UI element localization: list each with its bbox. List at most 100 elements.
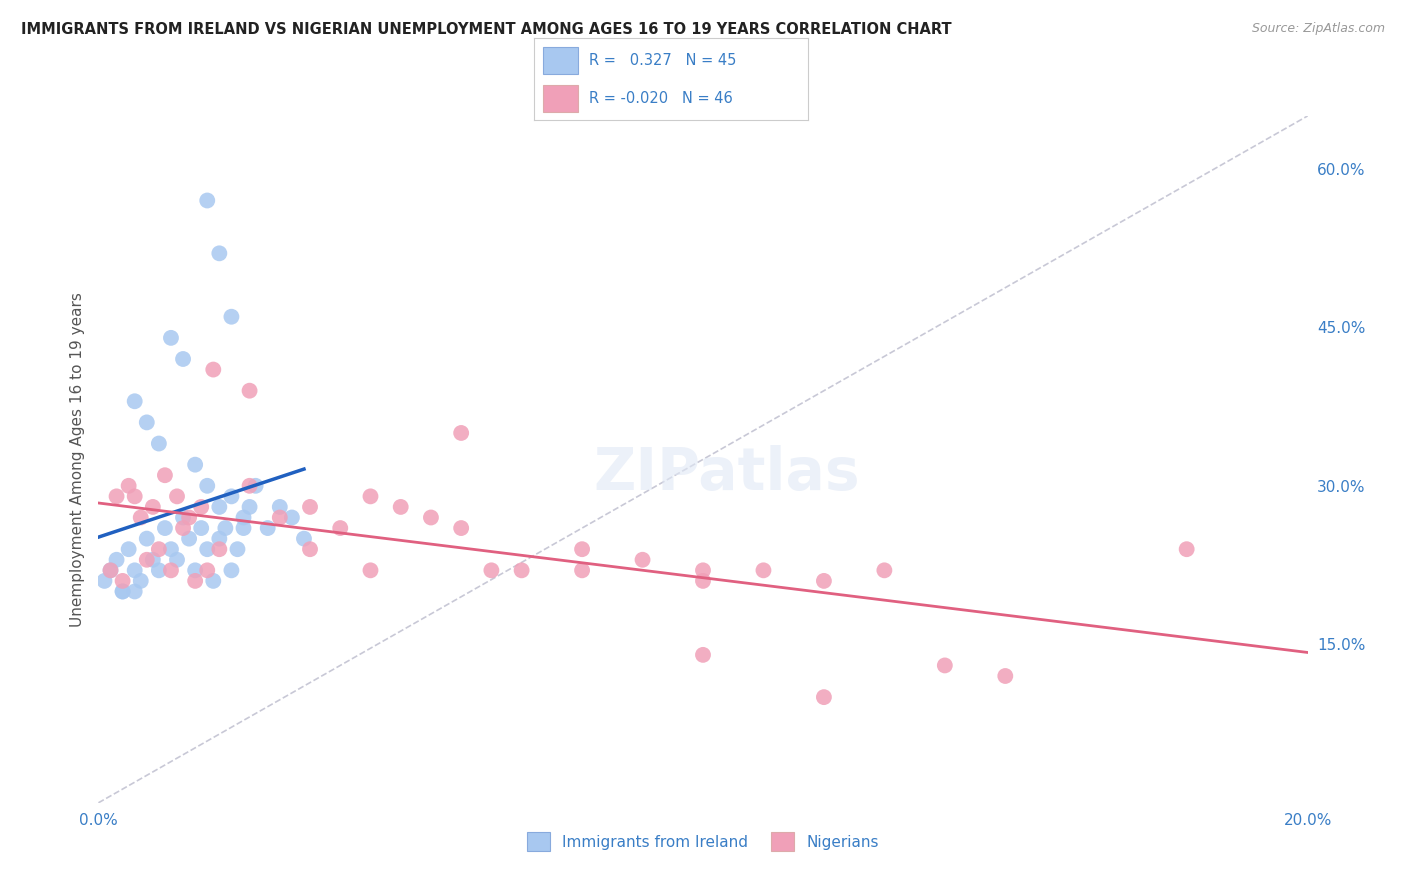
- Point: [269, 500, 291, 514]
- Point: [450, 425, 472, 440]
- Point: [129, 574, 152, 588]
- Point: [153, 521, 176, 535]
- Point: [226, 542, 249, 557]
- Point: [100, 563, 122, 577]
- Point: [873, 563, 896, 577]
- Point: [752, 563, 775, 577]
- Point: [813, 574, 835, 588]
- Point: [184, 574, 207, 588]
- Point: [190, 521, 212, 535]
- Point: [195, 479, 218, 493]
- Point: [172, 510, 194, 524]
- Point: [124, 394, 146, 409]
- Point: [208, 542, 231, 557]
- Point: [994, 669, 1017, 683]
- Point: [124, 584, 146, 599]
- Point: [481, 563, 503, 577]
- Point: [135, 532, 157, 546]
- Point: [692, 574, 714, 588]
- Point: [160, 563, 183, 577]
- Text: ZIPatlas: ZIPatlas: [593, 444, 860, 501]
- Point: [172, 351, 194, 366]
- Point: [148, 542, 170, 557]
- Point: [208, 500, 231, 514]
- Point: [631, 553, 654, 567]
- Point: [100, 563, 122, 577]
- Point: [202, 362, 225, 376]
- Point: [195, 194, 218, 208]
- Point: [360, 563, 382, 577]
- Point: [135, 416, 157, 430]
- Point: [329, 521, 352, 535]
- Bar: [543, 85, 578, 112]
- Point: [111, 584, 134, 599]
- Point: [450, 521, 472, 535]
- Point: [299, 500, 322, 514]
- Point: [239, 384, 262, 398]
- Point: [221, 563, 243, 577]
- Point: [281, 510, 304, 524]
- Point: [142, 500, 165, 514]
- Point: [172, 521, 194, 535]
- Y-axis label: Unemployment Among Ages 16 to 19 years: Unemployment Among Ages 16 to 19 years: [69, 292, 84, 627]
- Point: [214, 521, 236, 535]
- Point: [239, 479, 262, 493]
- Point: [195, 563, 218, 577]
- Point: [195, 542, 218, 557]
- Point: [105, 553, 128, 567]
- Point: [934, 658, 956, 673]
- Point: [179, 510, 201, 524]
- Point: [239, 500, 262, 514]
- Point: [184, 458, 207, 472]
- Point: [221, 310, 243, 324]
- Text: Source: ZipAtlas.com: Source: ZipAtlas.com: [1251, 22, 1385, 36]
- Point: [256, 521, 278, 535]
- Point: [160, 542, 183, 557]
- Text: IMMIGRANTS FROM IRELAND VS NIGERIAN UNEMPLOYMENT AMONG AGES 16 TO 19 YEARS CORRE: IMMIGRANTS FROM IRELAND VS NIGERIAN UNEM…: [21, 22, 952, 37]
- Point: [420, 510, 443, 524]
- Point: [190, 500, 212, 514]
- Point: [292, 532, 315, 546]
- Point: [166, 553, 188, 567]
- Text: R = -0.020   N = 46: R = -0.020 N = 46: [589, 91, 733, 106]
- Point: [93, 574, 115, 588]
- Point: [360, 489, 382, 503]
- Point: [232, 521, 254, 535]
- Point: [208, 246, 231, 260]
- Point: [202, 574, 225, 588]
- Point: [111, 584, 134, 599]
- Point: [221, 489, 243, 503]
- Legend: Immigrants from Ireland, Nigerians: Immigrants from Ireland, Nigerians: [522, 826, 884, 857]
- Point: [142, 553, 165, 567]
- Point: [510, 563, 533, 577]
- Point: [148, 563, 170, 577]
- Point: [184, 563, 207, 577]
- Point: [299, 542, 322, 557]
- Point: [389, 500, 412, 514]
- Point: [160, 331, 183, 345]
- Point: [571, 542, 593, 557]
- Point: [153, 468, 176, 483]
- Point: [232, 510, 254, 524]
- Point: [571, 563, 593, 577]
- Bar: [543, 46, 578, 74]
- Point: [692, 648, 714, 662]
- Point: [208, 532, 231, 546]
- Point: [135, 553, 157, 567]
- Point: [124, 563, 146, 577]
- Point: [245, 479, 267, 493]
- Point: [118, 542, 141, 557]
- Text: R =   0.327   N = 45: R = 0.327 N = 45: [589, 53, 737, 68]
- Point: [148, 436, 170, 450]
- Point: [166, 489, 188, 503]
- Point: [179, 532, 201, 546]
- Point: [118, 479, 141, 493]
- Point: [129, 510, 152, 524]
- Point: [1175, 542, 1198, 557]
- Point: [692, 563, 714, 577]
- Point: [813, 690, 835, 705]
- Point: [111, 574, 134, 588]
- Point: [269, 510, 291, 524]
- Point: [124, 489, 146, 503]
- Point: [105, 489, 128, 503]
